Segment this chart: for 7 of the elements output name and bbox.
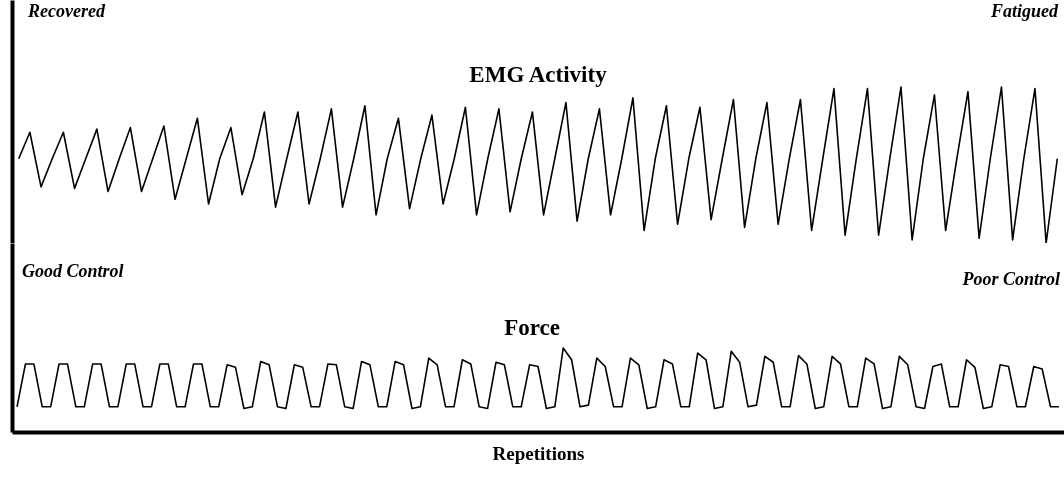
chart-title: EMG Activity [469, 62, 608, 87]
x-axis-title: Repetitions [492, 442, 585, 464]
chart-title: Force [504, 315, 560, 340]
text: Poor Control [961, 269, 1060, 289]
text: Recovered [27, 1, 106, 21]
text: Fatigued [989, 1, 1059, 21]
text: Good Control [22, 261, 124, 281]
